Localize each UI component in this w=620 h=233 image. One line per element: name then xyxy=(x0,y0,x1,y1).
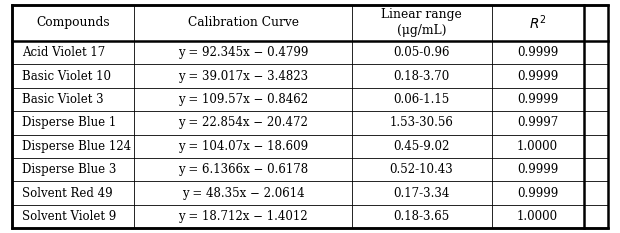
Text: y = 48.35x − 2.0614: y = 48.35x − 2.0614 xyxy=(182,187,304,200)
Text: Solvent Violet 9: Solvent Violet 9 xyxy=(22,210,116,223)
Text: Basic Violet 3: Basic Violet 3 xyxy=(22,93,104,106)
Text: y = 39.017x − 3.4823: y = 39.017x − 3.4823 xyxy=(178,70,308,82)
Text: 0.9999: 0.9999 xyxy=(517,46,558,59)
Text: 0.9999: 0.9999 xyxy=(517,70,558,82)
Text: 0.18-3.65: 0.18-3.65 xyxy=(394,210,450,223)
Text: 0.05-0.96: 0.05-0.96 xyxy=(393,46,450,59)
Text: Disperse Blue 1: Disperse Blue 1 xyxy=(22,116,116,130)
Text: $\it{R}^2$: $\it{R}^2$ xyxy=(529,14,546,32)
Text: 0.18-3.70: 0.18-3.70 xyxy=(394,70,450,82)
Text: 1.0000: 1.0000 xyxy=(517,140,558,153)
Text: 0.9997: 0.9997 xyxy=(517,116,558,130)
Text: 0.45-9.02: 0.45-9.02 xyxy=(394,140,450,153)
Text: 0.17-3.34: 0.17-3.34 xyxy=(394,187,450,200)
Text: 0.9999: 0.9999 xyxy=(517,187,558,200)
Text: Compounds: Compounds xyxy=(37,16,110,29)
Text: Basic Violet 10: Basic Violet 10 xyxy=(22,70,111,82)
Text: 1.0000: 1.0000 xyxy=(517,210,558,223)
Text: y = 92.345x − 0.4799: y = 92.345x − 0.4799 xyxy=(178,46,308,59)
Text: Calibration Curve: Calibration Curve xyxy=(187,16,299,29)
Text: 0.52-10.43: 0.52-10.43 xyxy=(390,163,453,176)
Text: y = 18.712x − 1.4012: y = 18.712x − 1.4012 xyxy=(178,210,308,223)
Text: y = 6.1366x − 0.6178: y = 6.1366x − 0.6178 xyxy=(178,163,308,176)
Text: Disperse Blue 124: Disperse Blue 124 xyxy=(22,140,131,153)
Text: 0.9999: 0.9999 xyxy=(517,163,558,176)
Text: y = 109.57x − 0.8462: y = 109.57x − 0.8462 xyxy=(178,93,308,106)
Text: y = 104.07x − 18.609: y = 104.07x − 18.609 xyxy=(178,140,308,153)
Text: Acid Violet 17: Acid Violet 17 xyxy=(22,46,105,59)
Text: 0.06-1.15: 0.06-1.15 xyxy=(394,93,450,106)
Text: Linear range
(μg/mL): Linear range (μg/mL) xyxy=(381,8,462,37)
Text: Disperse Blue 3: Disperse Blue 3 xyxy=(22,163,116,176)
Text: 1.53-30.56: 1.53-30.56 xyxy=(389,116,454,130)
Text: Solvent Red 49: Solvent Red 49 xyxy=(22,187,112,200)
Text: y = 22.854x − 20.472: y = 22.854x − 20.472 xyxy=(178,116,308,130)
Text: 0.9999: 0.9999 xyxy=(517,93,558,106)
